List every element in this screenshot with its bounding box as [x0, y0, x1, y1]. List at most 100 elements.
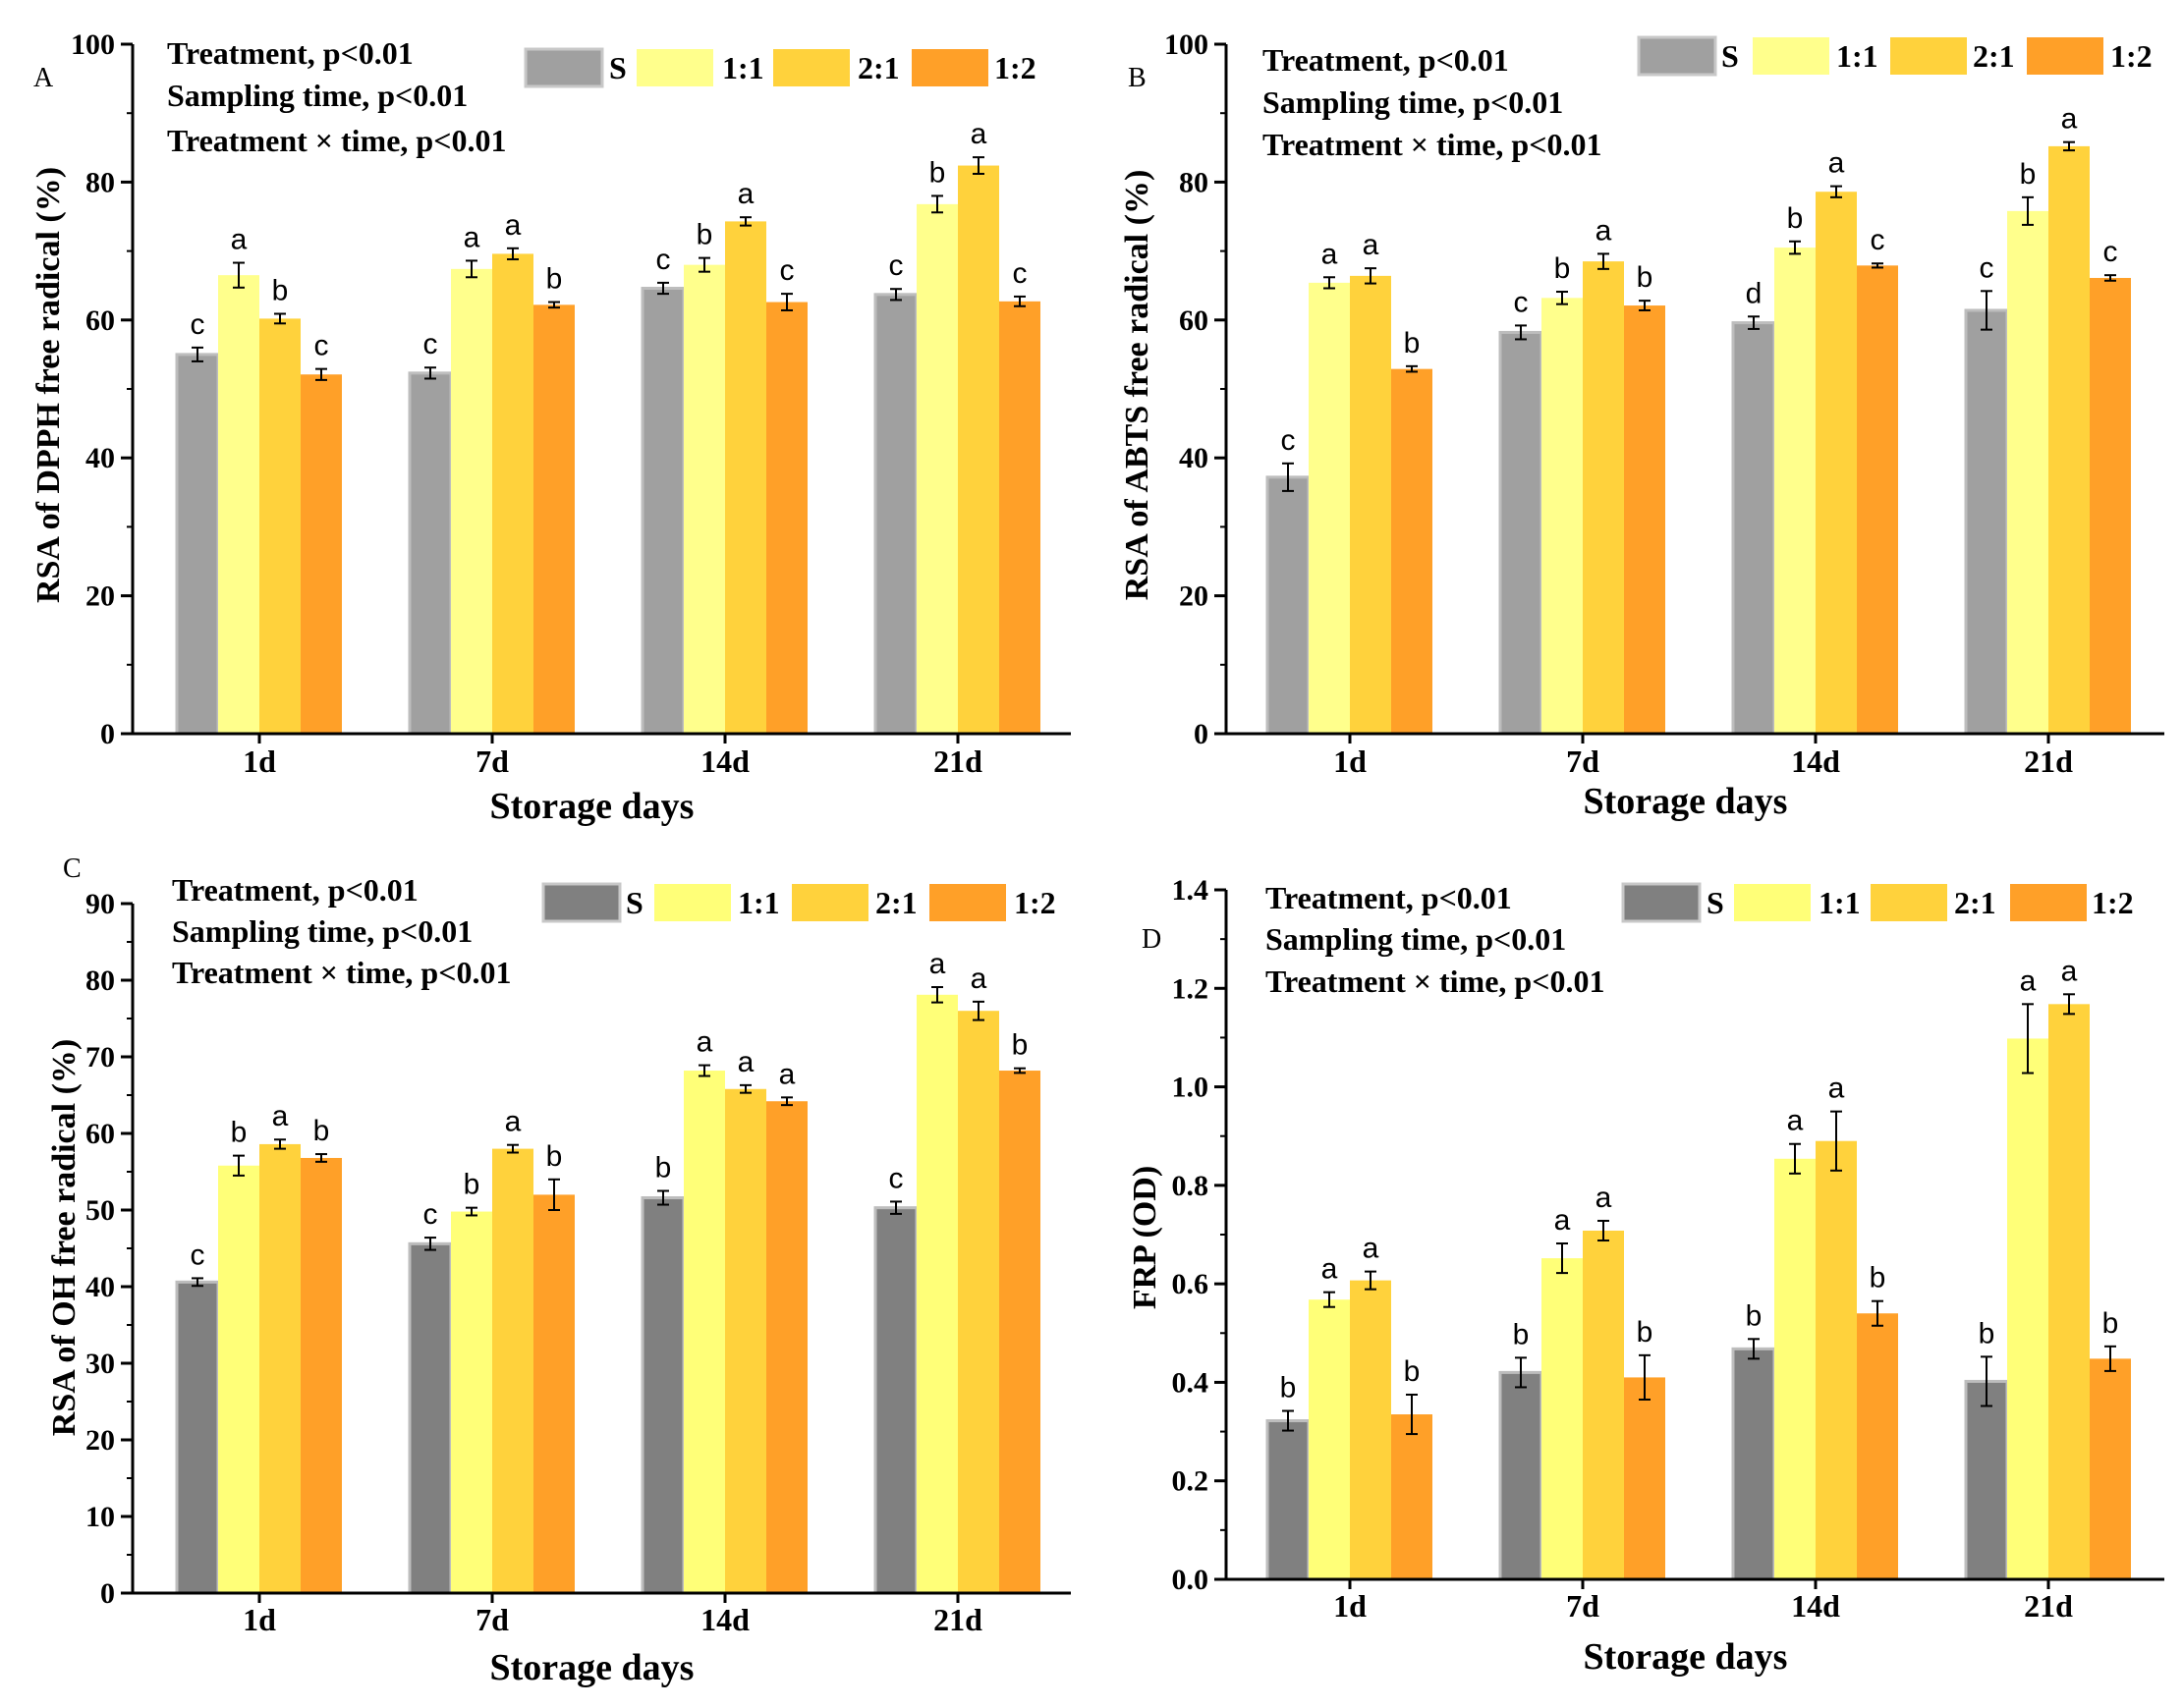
- significance-letter: a: [2061, 955, 2078, 987]
- significance-letter: a: [697, 1026, 713, 1059]
- y-tick-label: 30: [85, 1348, 115, 1380]
- legend-swatch: [1890, 37, 1967, 75]
- significance-letter: a: [1363, 1233, 1379, 1265]
- significance-letter: b: [1979, 1317, 1995, 1350]
- legend-swatch: [1753, 37, 1829, 75]
- y-tick-label: 90: [85, 888, 115, 920]
- x-tick-label: 14d: [1791, 744, 1840, 779]
- significance-letter: c: [889, 1162, 904, 1194]
- y-tick-label: 40: [85, 1271, 115, 1303]
- significance-letter: b: [1787, 202, 1804, 235]
- bar-1-2-7d: [533, 1194, 575, 1593]
- stat-annotation: Sampling time, p<0.01: [1262, 84, 1563, 120]
- legend-label: 2:1: [875, 885, 918, 920]
- legend-swatch: [1734, 884, 1811, 921]
- stat-annotation: Treatment, p<0.01: [1265, 880, 1512, 915]
- bar-s-21d: [1964, 1379, 2009, 1581]
- significance-letter: c: [889, 249, 904, 282]
- significance-letter: b: [313, 1115, 330, 1147]
- stat-annotation: Sampling time, p<0.01: [172, 913, 473, 949]
- bar-1-2-7d: [533, 304, 575, 734]
- legend-label: S: [609, 50, 627, 85]
- panel-letter: C: [63, 854, 82, 884]
- significance-letter: b: [1012, 1029, 1029, 1062]
- x-tick-label: 14d: [1791, 1588, 1840, 1624]
- significance-letter: d: [1746, 277, 1763, 309]
- y-tick-label: 50: [85, 1194, 115, 1227]
- bar-1-2-21d: [2090, 1358, 2131, 1579]
- bar-1-1-14d: [684, 1071, 725, 1593]
- significance-letter: a: [231, 224, 248, 256]
- x-tick-label: 7d: [476, 1602, 509, 1637]
- legend-label: 2:1: [858, 50, 900, 85]
- panel-letter: B: [1128, 63, 1147, 93]
- significance-letter: a: [1828, 147, 1845, 180]
- significance-letter: c: [1980, 251, 1994, 284]
- legend-label: 1:2: [994, 50, 1036, 85]
- legend-swatch: [912, 49, 988, 86]
- significance-letter: a: [2061, 103, 2078, 136]
- bar-s-14d: [641, 287, 686, 736]
- bar-s-14d: [641, 1196, 686, 1595]
- x-tick-label: 1d: [1333, 1588, 1367, 1624]
- legend-swatch: [1621, 882, 1702, 923]
- x-tick-label: 14d: [700, 1602, 750, 1637]
- significance-letter: a: [2020, 964, 2037, 997]
- stat-annotation: Treatment × time, p<0.01: [1262, 127, 1601, 162]
- y-tick-label: 0.4: [1172, 1366, 1209, 1399]
- significance-letter: a: [1363, 229, 1379, 261]
- significance-letter: c: [314, 330, 329, 362]
- y-tick-label: 10: [85, 1501, 115, 1533]
- legend-swatch: [773, 49, 850, 86]
- legend-swatch: [1871, 884, 1947, 921]
- bar-1-2-14d: [1857, 265, 1898, 734]
- significance-letter: b: [1280, 1372, 1297, 1405]
- x-tick-label: 21d: [2024, 744, 2073, 779]
- legend-swatch: [654, 884, 731, 921]
- significance-letter: c: [1871, 224, 1885, 256]
- legend-label: 1:1: [1836, 38, 1878, 74]
- bar-s-7d: [408, 1241, 453, 1595]
- x-tick-label: 7d: [1566, 1588, 1599, 1624]
- y-tick-label: 20: [85, 1424, 115, 1457]
- bar-s-1d: [1265, 1419, 1311, 1581]
- bar-2-1-1d: [1350, 275, 1391, 734]
- legend-label: 1:1: [1819, 885, 1861, 920]
- significance-letter: c: [1514, 286, 1529, 318]
- bar-1-2-14d: [1857, 1313, 1898, 1579]
- stat-annotation: Treatment × time, p<0.01: [172, 955, 511, 990]
- stat-annotation: Treatment, p<0.01: [1262, 42, 1509, 78]
- bar-1-2-7d: [1624, 305, 1665, 734]
- bar-1-2-1d: [301, 374, 342, 734]
- stat-annotation: Treatment × time, p<0.01: [1265, 964, 1604, 999]
- y-tick-label: 20: [85, 580, 115, 613]
- significance-letter: a: [464, 221, 480, 253]
- bar-s-1d: [175, 1280, 220, 1595]
- bar-1-1-7d: [451, 1211, 492, 1593]
- significance-letter: b: [1554, 252, 1571, 285]
- y-tick-label: 0.2: [1172, 1465, 1209, 1498]
- legend-swatch: [524, 47, 604, 88]
- legend-swatch: [2010, 884, 2087, 921]
- stat-annotation: Treatment, p<0.01: [172, 872, 419, 908]
- y-tick-label: 40: [85, 442, 115, 474]
- bar-1-2-14d: [766, 302, 808, 734]
- significance-letter: b: [1404, 1355, 1421, 1388]
- y-tick-label: 40: [1179, 442, 1208, 474]
- bar-1-1-1d: [218, 275, 259, 734]
- y-tick-label: 0.0: [1172, 1564, 1209, 1596]
- significance-letter: b: [546, 263, 563, 296]
- significance-letter: b: [1870, 1262, 1886, 1295]
- bar-2-1-21d: [2048, 1004, 2090, 1579]
- panel-letter: A: [33, 63, 54, 93]
- bar-s-21d: [1964, 308, 2009, 736]
- bar-2-1-21d: [2048, 145, 2090, 734]
- bar-2-1-1d: [259, 318, 301, 734]
- y-tick-label: 70: [85, 1041, 115, 1074]
- legend-label: 2:1: [1973, 38, 2015, 74]
- legend-label: 1:2: [2092, 885, 2134, 920]
- bar-s-1d: [1265, 475, 1311, 736]
- y-tick-label: 60: [85, 304, 115, 337]
